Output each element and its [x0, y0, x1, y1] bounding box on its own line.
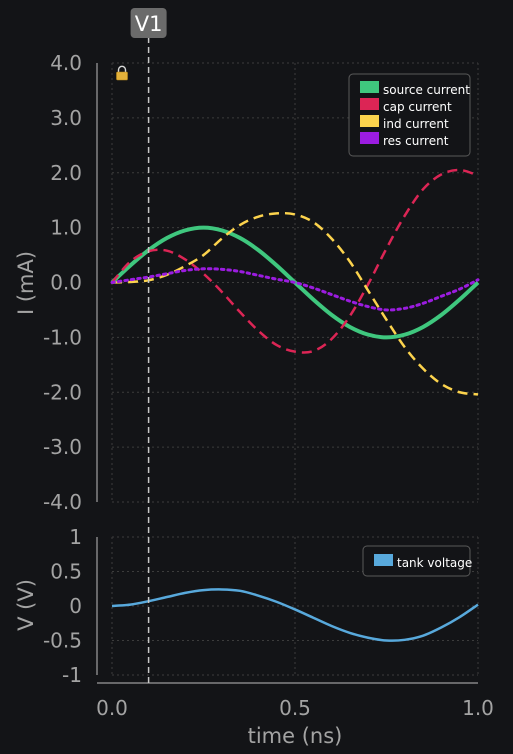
series-line-res-current [110, 267, 480, 312]
current-panel: 4.0 3.0 2.0 1.0 0.0 -1.0 -2.0 -3.0 -4.0 I (mA) s… [14, 51, 480, 514]
voltage-legend: tank voltage [362, 545, 472, 577]
legend-swatch-source-current [360, 81, 379, 93]
voltage-y-tick-label: 0.5 [50, 560, 82, 584]
current-legend: source current cap current ind current r… [348, 73, 471, 157]
legend-swatch-tank-voltage [374, 554, 393, 566]
x-tick-label: 0.5 [279, 696, 311, 720]
current-y-tick-label: 2.0 [50, 161, 82, 185]
x-tick-label: 1.0 [462, 696, 494, 720]
legend-label-cap-current: cap current [383, 100, 452, 114]
series-line-cap-current [111, 168, 479, 354]
voltage-y-tick-label: -0.5 [43, 629, 82, 653]
legend-label-res-current: res current [383, 134, 449, 148]
current-series [110, 168, 480, 396]
x-tick-label: 0.0 [96, 696, 128, 720]
current-y-axis-label: I (mA) [14, 251, 38, 315]
voltage-y-tick-label: -1 [62, 663, 82, 687]
x-ticks: 0.0 0.5 1.0 [96, 696, 494, 720]
voltage-y-tick-label: 0 [69, 594, 82, 618]
cursor-label[interactable]: V1 [135, 12, 163, 36]
legend-label-tank-voltage: tank voltage [397, 556, 472, 570]
legend-swatch-res-current [360, 132, 379, 144]
current-y-tick-label: -1.0 [43, 325, 82, 349]
current-y-tick-label: -2.0 [43, 380, 82, 404]
legend-swatch-ind-current [360, 115, 379, 127]
current-y-tick-label: 1.0 [50, 216, 82, 240]
current-y-tick-label: 3.0 [50, 106, 82, 130]
cursor-v1[interactable]: V1 [130, 8, 167, 683]
legend-swatch-cap-current [360, 98, 379, 110]
current-y-tick-label: -3.0 [43, 435, 82, 459]
voltage-y-tick-label: 1 [69, 525, 82, 549]
voltage-y-ticks: 1 0.5 0 -0.5 -1 [43, 525, 82, 687]
current-y-ticks: 4.0 3.0 2.0 1.0 0.0 -1.0 -2.0 -3.0 -4.0 [43, 51, 82, 514]
current-y-tick-label: 0.0 [50, 271, 82, 295]
voltage-panel: 1 0.5 0 -0.5 -1 V (V) tank voltage [14, 525, 479, 687]
series-line-tank-voltage [111, 588, 479, 642]
voltage-legend-box [362, 545, 471, 577]
current-y-tick-label: -4.0 [43, 490, 82, 514]
current-legend-box [348, 73, 471, 157]
legend-label-ind-current: ind current [383, 117, 449, 131]
voltage-series [111, 588, 479, 642]
current-y-tick-label: 4.0 [50, 51, 82, 75]
legend-label-source-current: source current [383, 83, 470, 97]
x-axis-label: time (ns) [248, 724, 343, 748]
voltage-y-axis-label: V (V) [14, 579, 38, 631]
cursor-handle[interactable] [130, 8, 167, 38]
lock-icon[interactable] [116, 65, 128, 81]
